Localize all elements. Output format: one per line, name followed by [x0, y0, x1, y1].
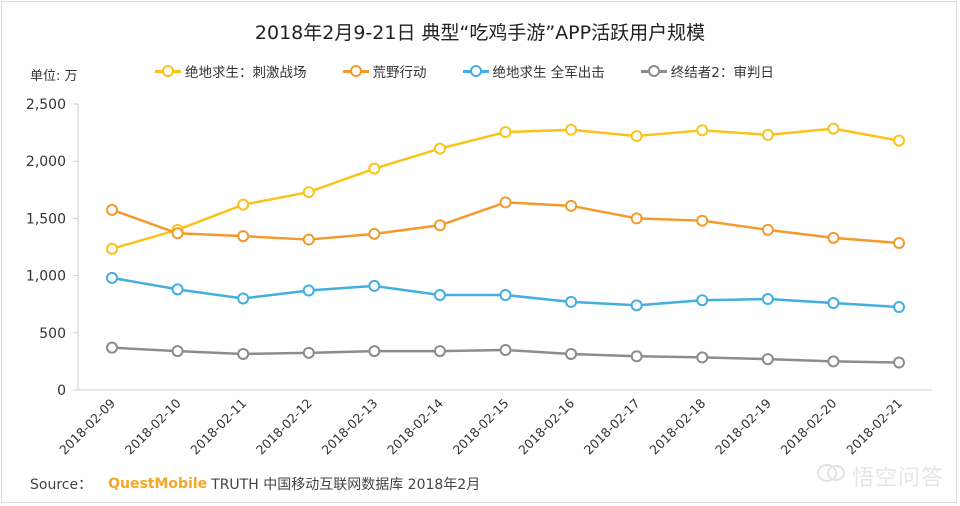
y-tick-label: 2,500	[26, 97, 66, 113]
legend-label: 绝地求生：刺激战场	[185, 65, 307, 81]
source-text: TRUTH 中国移动互联网数据库 2018年2月	[211, 477, 481, 493]
data-point	[630, 299, 643, 312]
x-tick-label: 2018-02-19	[712, 395, 774, 457]
data-point	[761, 128, 774, 141]
y-tick-label: 1,500	[26, 211, 66, 227]
data-point	[433, 142, 446, 155]
x-tick-label: 2018-02-16	[515, 395, 577, 457]
legend-item: 绝地求生：刺激战场	[155, 61, 307, 81]
data-point	[630, 212, 643, 225]
x-tick-label: 2018-02-12	[253, 396, 315, 458]
data-point	[237, 347, 250, 360]
source-label: Source：	[30, 477, 93, 493]
data-point	[696, 294, 709, 307]
data-point	[565, 199, 578, 212]
legend-marker-icon	[155, 65, 181, 77]
data-point	[893, 134, 905, 147]
data-point	[433, 219, 446, 232]
x-tick-label: 2018-02-18	[646, 395, 708, 457]
data-point	[302, 346, 315, 359]
unit-label: 单位: 万	[30, 69, 78, 84]
data-point	[499, 196, 512, 209]
watermark: 悟空问答	[816, 460, 944, 492]
data-point	[302, 233, 315, 246]
x-tick-label: 2018-02-21	[843, 396, 905, 458]
data-point	[302, 284, 315, 297]
x-tick-label: 2018-02-09	[56, 395, 118, 457]
data-point	[433, 289, 446, 302]
x-tick-label: 2018-02-15	[450, 396, 512, 458]
data-point	[171, 345, 184, 358]
x-tick-label: 2018-02-11	[187, 396, 249, 458]
data-point	[368, 162, 381, 175]
x-tick-label: 2018-02-13	[318, 396, 380, 458]
data-point	[893, 356, 905, 369]
data-point	[696, 124, 709, 137]
y-tick-label: 0	[57, 383, 66, 399]
x-tick-label: 2018-02-10	[122, 395, 184, 457]
legend-marker-icon	[462, 65, 489, 77]
data-point	[761, 353, 774, 366]
data-point	[630, 350, 643, 363]
data-point	[827, 297, 840, 310]
legend-marker-icon	[640, 65, 667, 77]
data-point	[106, 271, 118, 284]
data-point	[827, 355, 840, 368]
chart-title: 2018年2月9-21日 典型“吃鸡手游”APP活跃用户规模	[254, 22, 706, 44]
legend-label: 终结者2：审判日	[670, 65, 774, 81]
data-point	[302, 186, 315, 199]
watermark-text: 悟空问答	[851, 466, 944, 491]
data-point	[565, 123, 578, 136]
data-point	[106, 341, 118, 354]
legend-label: 绝地求生 全军出击	[492, 65, 605, 81]
data-point	[237, 230, 250, 243]
data-point	[499, 343, 512, 356]
legend-item: 绝地求生 全军出击	[462, 61, 605, 81]
data-point	[171, 227, 184, 240]
data-point	[565, 347, 578, 360]
data-point	[893, 236, 905, 249]
legend-label: 荒野行动	[372, 65, 427, 81]
legend-item: 终结者2：审判日	[640, 61, 774, 81]
data-point	[106, 242, 118, 255]
x-tick-label: 2018-02-14	[384, 395, 446, 457]
data-point	[433, 345, 446, 358]
data-point	[761, 223, 774, 236]
data-point	[171, 283, 184, 296]
data-point	[827, 122, 840, 135]
data-point	[368, 345, 381, 358]
source-brand: QuestMobile	[108, 476, 208, 492]
legend-item: 荒野行动	[342, 61, 427, 81]
data-point	[237, 292, 250, 305]
x-tick-label: 2018-02-20	[778, 395, 840, 457]
data-point	[893, 301, 905, 314]
source-note: Source： QuestMobile TRUTH 中国移动互联网数据库 201…	[30, 474, 480, 494]
data-point	[696, 214, 709, 227]
data-point	[499, 126, 512, 139]
data-point	[630, 130, 643, 143]
data-point	[696, 351, 709, 364]
data-point	[565, 295, 578, 308]
data-point	[827, 231, 840, 244]
data-point	[761, 293, 774, 306]
data-point	[237, 198, 250, 211]
y-tick-label: 1,000	[26, 269, 66, 285]
data-point	[368, 279, 381, 292]
x-tick-label: 2018-02-17	[581, 396, 643, 458]
watermark-logo-icon	[816, 462, 846, 490]
y-tick-label: 500	[39, 326, 66, 342]
legend-marker-icon	[342, 65, 369, 77]
data-point	[106, 203, 118, 216]
data-point	[499, 289, 512, 302]
data-point	[368, 227, 381, 240]
legend: 绝地求生：刺激战场 荒野行动 绝地求生 全军出击 终结者2：审判日	[155, 60, 810, 82]
y-tick-label: 2,000	[26, 154, 66, 170]
